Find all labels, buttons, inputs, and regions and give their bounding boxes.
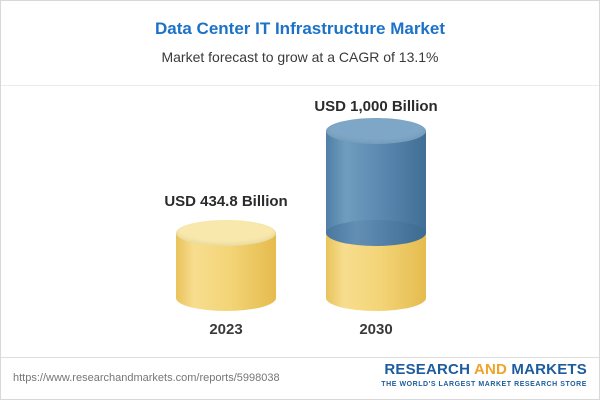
bar-2023-segment xyxy=(176,220,276,311)
logo-tagline: THE WORLD'S LARGEST MARKET RESEARCH STOR… xyxy=(381,380,587,388)
logo-wordmark: RESEARCH AND MARKETS xyxy=(381,361,587,379)
bar-2023-top-face xyxy=(176,220,276,246)
bar-2030 xyxy=(326,118,426,311)
report-url: https://www.researchandmarkets.com/repor… xyxy=(13,372,280,384)
bar-2030-top-face xyxy=(326,118,426,144)
bar-2030-base-segment xyxy=(326,233,426,311)
value-label-2023: USD 434.8 Billion xyxy=(164,193,288,210)
header-divider xyxy=(1,85,599,86)
bar-2023 xyxy=(176,220,276,311)
category-label-2030: 2030 xyxy=(359,321,393,338)
chart-subtitle: Market forecast to grow at a CAGR of 13.… xyxy=(161,49,439,65)
chart-title: Data Center IT Infrastructure Market xyxy=(154,19,446,38)
researchandmarkets-logo: RESEARCH AND MARKETS THE WORLD'S LARGEST… xyxy=(381,361,587,388)
logo-word-and: AND xyxy=(473,361,508,378)
logo-word-research: RESEARCH xyxy=(384,361,471,378)
logo-word-markets: MARKETS xyxy=(511,361,587,378)
footer-divider xyxy=(1,357,599,358)
bar-2030-growth-segment xyxy=(326,118,426,246)
bar-2030-segment-joint xyxy=(326,220,426,246)
value-label-2030: USD 1,000 Billion xyxy=(314,98,438,115)
category-label-2023: 2023 xyxy=(209,321,243,338)
